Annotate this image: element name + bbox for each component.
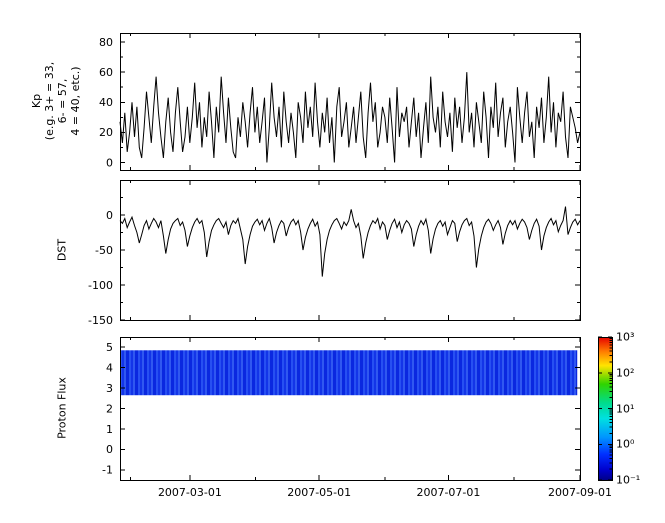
x-tick-label: 2007-05-01 bbox=[287, 486, 352, 499]
colorbar bbox=[598, 336, 613, 481]
kp-y-tick-label: 20 bbox=[99, 126, 113, 139]
proton-flux-y-tick-label: 2 bbox=[106, 402, 113, 415]
proton-flux-y-tick-label: -1 bbox=[102, 464, 113, 477]
proton-flux-y-tick-label: 4 bbox=[106, 361, 113, 374]
kp-y-tick-label: 60 bbox=[99, 66, 113, 79]
proton-flux-panel: 5 4 3 2 1 0 -1 bbox=[102, 337, 581, 481]
colorbar-tick-label: 10⁻¹ bbox=[616, 473, 641, 487]
colorbar-tick-label: 10³ bbox=[616, 330, 635, 344]
dst-y-tick-label: -150 bbox=[88, 314, 113, 327]
proton-flux-band bbox=[120, 350, 578, 396]
proton-flux-y-tick-label: 1 bbox=[106, 423, 113, 436]
colorbar-tick-label: 10² bbox=[616, 366, 635, 380]
kp-y-tick-label: 80 bbox=[99, 36, 113, 49]
proton-flux-y-tick-label: 5 bbox=[106, 341, 113, 354]
proton-flux-y-axis-label: Proton Flux bbox=[55, 377, 69, 439]
dst-y-axis-label: DST bbox=[55, 238, 69, 262]
kp-y-tick-label: 40 bbox=[99, 96, 113, 109]
colorbar-tick-label: 10⁰ bbox=[616, 437, 635, 451]
x-tick-label: 2007-07-01 bbox=[416, 486, 481, 499]
kp-y-tick-label: 0 bbox=[106, 156, 113, 169]
x-tick-label: 2007-09-01 bbox=[548, 486, 612, 499]
kp-frame bbox=[120, 33, 581, 171]
dst-y-tick-label: -50 bbox=[95, 244, 113, 257]
kp-y-axis-label: Kp (e.g. 3+ = 33, 6- = 57, 4 = 40, etc.) bbox=[30, 61, 82, 141]
dst-y-tick-label: 0 bbox=[106, 209, 113, 222]
kp-panel: 0 20 40 60 80 bbox=[99, 33, 581, 171]
proton-flux-y-tick-label: 3 bbox=[106, 382, 113, 395]
dst-frame bbox=[120, 180, 581, 321]
dst-series bbox=[119, 206, 581, 277]
dst-panel: 0 -50 -100 -150 bbox=[88, 180, 581, 327]
colorbar-tick-label: 10¹ bbox=[616, 402, 635, 415]
x-tick-label: 2007-03-01 bbox=[157, 486, 222, 499]
proton-flux-y-tick-label: 0 bbox=[106, 443, 113, 456]
kp-series bbox=[119, 72, 581, 163]
dst-y-tick-label: -100 bbox=[88, 279, 113, 292]
